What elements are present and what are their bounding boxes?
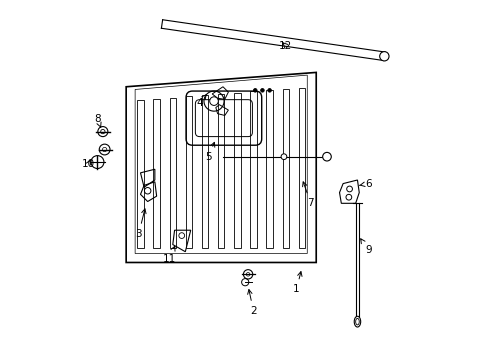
Text: 12: 12 (279, 41, 292, 50)
Circle shape (253, 89, 257, 92)
Text: 2: 2 (247, 289, 256, 316)
Text: 5: 5 (205, 142, 214, 162)
Text: 3: 3 (135, 209, 146, 239)
Circle shape (209, 97, 218, 105)
Text: 11: 11 (162, 246, 176, 264)
Circle shape (267, 89, 271, 92)
Text: 7: 7 (302, 182, 313, 208)
Text: 6: 6 (359, 179, 371, 189)
Circle shape (246, 273, 249, 276)
Text: 10: 10 (82, 159, 95, 169)
Circle shape (281, 154, 286, 159)
Circle shape (322, 152, 330, 161)
Text: 8: 8 (94, 114, 101, 127)
Text: 1: 1 (293, 271, 302, 294)
Circle shape (101, 130, 105, 134)
Text: 9: 9 (360, 239, 371, 255)
Circle shape (260, 89, 264, 92)
Circle shape (379, 51, 388, 61)
Circle shape (102, 147, 106, 152)
Text: 4: 4 (196, 95, 206, 108)
